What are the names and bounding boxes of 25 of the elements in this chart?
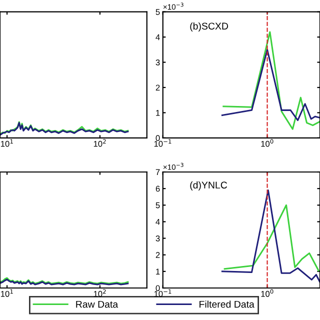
y-tick-label: 2 [156, 252, 160, 258]
x-tick-label: 10$^{1}$ [1, 289, 13, 297]
x-tick-label: 10$^{−1}$ [154, 139, 172, 147]
text: (d)YNLC [190, 181, 228, 190]
y-tick-label: 0 [156, 135, 160, 142]
y-tick-label: 6 [156, 186, 160, 192]
text: (b)SCXD [190, 22, 228, 32]
y-tick-label: 5 [156, 9, 160, 15]
y-tick-label: 0 [156, 285, 160, 292]
x-tick-label: 10$^{2}$ [94, 139, 106, 147]
y-tick-label: 5 [156, 202, 160, 208]
y-tick-label: 1 [156, 110, 160, 116]
y-tick-label: 1 [156, 268, 160, 274]
x-tick-label: 10$^{2}$ [94, 289, 106, 297]
y-tick-label: 4 [156, 34, 160, 40]
x-tick-label: 10$^{0}$ [261, 139, 274, 147]
y-tick-label: 2 [156, 84, 160, 91]
y-tick-label: 3 [156, 59, 160, 66]
legend-label: Raw Data [76, 300, 118, 308]
y-tick-label: 7 [156, 169, 160, 176]
x-tick-label: 10$^{0}$ [261, 289, 274, 297]
y-tick-label: 3 [156, 235, 160, 242]
x-tick-label: 10$^{1}$ [1, 139, 13, 147]
legend-label: Filtered Data [200, 300, 254, 308]
y-tick-label: 4 [156, 219, 160, 225]
